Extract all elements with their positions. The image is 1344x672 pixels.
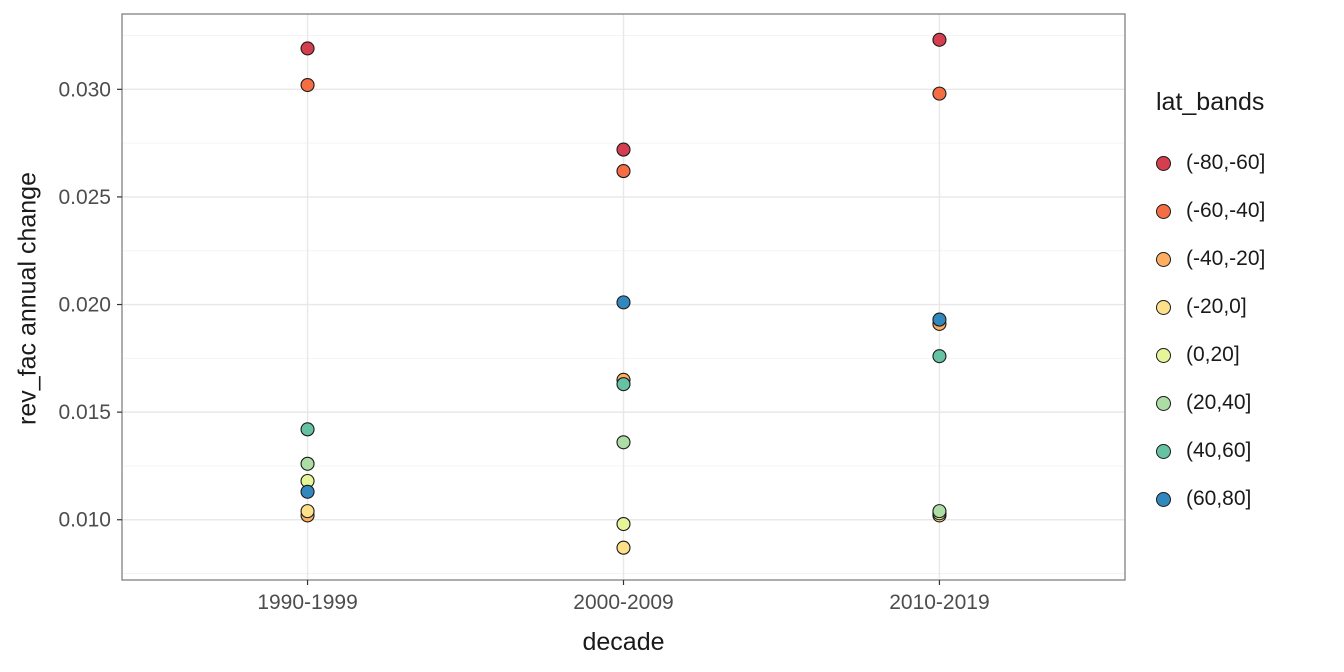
y-tick-label: 0.020	[58, 294, 111, 317]
y-axis-title: rev_fac annual change	[13, 172, 42, 425]
x-tick-label: 2010-2019	[889, 591, 989, 614]
legend-item: (20,40]	[1156, 379, 1341, 427]
legend-label: (20,40]	[1186, 391, 1252, 414]
data-point	[616, 142, 631, 157]
data-point	[616, 295, 631, 310]
x-axis-title: decade	[582, 628, 665, 656]
legend-label: (-60,-40]	[1186, 199, 1266, 222]
legend-label: (40,60]	[1186, 439, 1252, 462]
legend-item: (-20,0]	[1156, 283, 1341, 331]
legend-label: (-80,-60]	[1186, 151, 1266, 174]
y-tick-label: 0.015	[58, 401, 111, 424]
data-point	[300, 504, 315, 519]
legend-item: (-60,-40]	[1156, 187, 1341, 235]
legend-title: lat_bands	[1156, 88, 1265, 116]
data-point	[300, 484, 315, 499]
legend-key-circle	[1156, 203, 1171, 219]
legend-items: (-80,-60] (-60,-40] (-40,-20] (-20,0] (0,20]…	[1156, 139, 1341, 523]
y-tick-label: 0.025	[58, 186, 111, 209]
data-point	[616, 435, 631, 450]
legend-label: (0,20]	[1186, 343, 1240, 366]
legend-item: (0,20]	[1156, 331, 1341, 379]
data-point	[932, 349, 947, 364]
data-point	[932, 504, 947, 519]
legend-key-circle	[1156, 443, 1171, 459]
x-tick-label: 1990-1999	[257, 591, 357, 614]
data-point	[616, 377, 631, 392]
legend-key-circle	[1156, 155, 1171, 171]
data-point	[932, 32, 947, 47]
legend-item: (-40,-20]	[1156, 235, 1341, 283]
legend-item: (60,80]	[1156, 475, 1341, 523]
legend-item: (40,60]	[1156, 427, 1341, 475]
data-point	[300, 77, 315, 93]
legend-key-circle	[1156, 251, 1171, 267]
y-tick-label: 0.010	[58, 509, 111, 532]
y-tick-label: 0.030	[58, 78, 111, 101]
x-tick-label: 2000-2009	[573, 591, 673, 614]
data-point	[616, 516, 631, 532]
data-point	[616, 540, 631, 555]
data-point	[932, 86, 947, 101]
legend-key-circle	[1156, 395, 1171, 411]
legend-key-circle	[1156, 491, 1171, 507]
data-point	[300, 41, 315, 56]
legend-key-circle	[1156, 299, 1171, 315]
data-point	[932, 312, 947, 327]
legend-label: (-40,-20]	[1186, 247, 1266, 270]
legend-label: (60,80]	[1186, 487, 1252, 510]
legend-key-circle	[1156, 347, 1171, 363]
data-point	[616, 164, 631, 179]
legend-label: (-20,0]	[1186, 295, 1247, 318]
legend: lat_bands (-80,-60] (-60,-40] (-40,-20] (-2…	[1156, 88, 1341, 523]
legend-item: (-80,-60]	[1156, 139, 1341, 187]
data-point	[300, 422, 315, 437]
data-point	[300, 456, 315, 471]
